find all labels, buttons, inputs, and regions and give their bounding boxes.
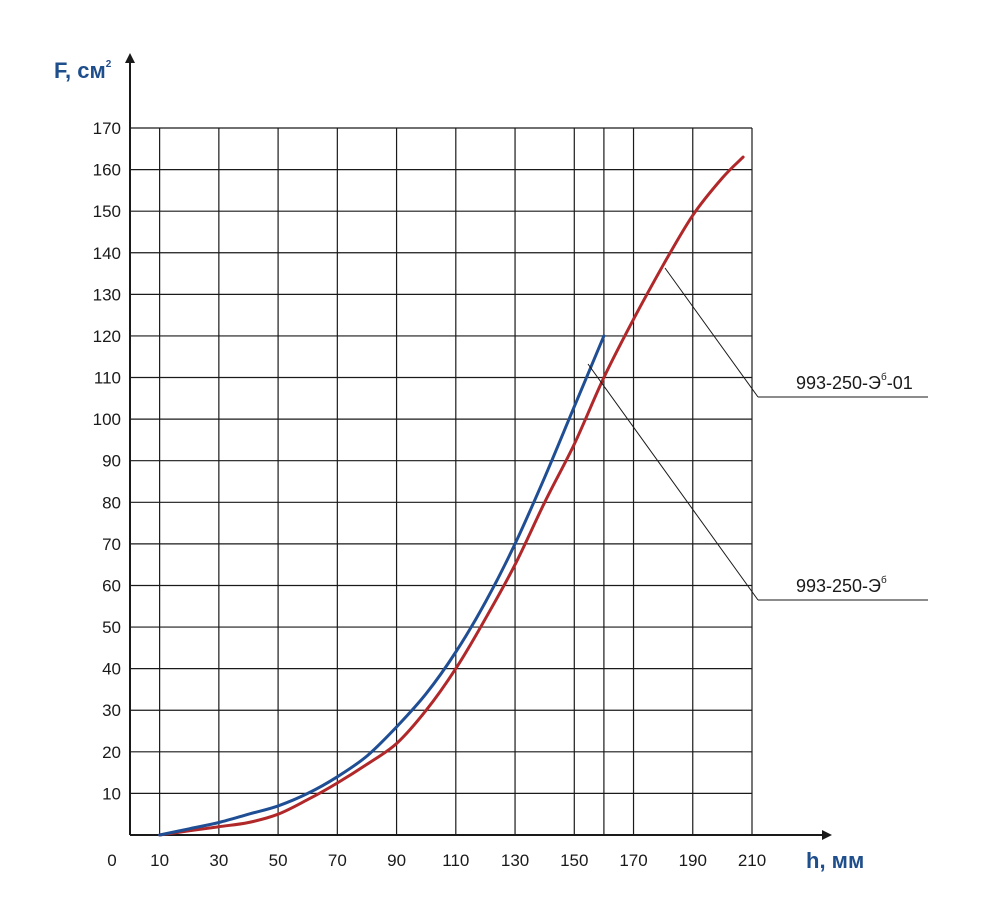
x-tick-label: 170 [619, 851, 647, 870]
axes [125, 53, 832, 840]
y-tick-label: 90 [102, 452, 121, 471]
x-tick-label: 110 [442, 851, 469, 870]
y-tick-label: 60 [102, 576, 121, 595]
y-tick-label: 40 [102, 660, 121, 679]
y-tick-label: 110 [94, 369, 121, 388]
y-tick-label: 120 [93, 327, 121, 346]
x-tick-label: 90 [387, 851, 406, 870]
y-tick-label: 100 [93, 410, 121, 429]
x-tick-label: 150 [560, 851, 588, 870]
x-tick-label: 0 [107, 851, 116, 870]
series-line-red [158, 155, 745, 837]
y-tick-label: 30 [102, 701, 121, 720]
y-tick-label: 150 [93, 202, 121, 221]
y-tick-label: 160 [93, 161, 121, 180]
callout-leader-red [664, 267, 759, 398]
legend-label-blue: 993-250-Эб [796, 574, 887, 596]
x-tick-label: 10 [150, 851, 169, 870]
y-tick-label: 140 [93, 244, 121, 263]
tick-labels: 1020304050607080901001101201301401501601… [93, 119, 767, 870]
callouts: 993-250-Эб-01 993-250-Эб [587, 267, 928, 601]
callout-leader-blue [587, 363, 759, 601]
x-tick-label: 30 [209, 851, 228, 870]
x-tick-label: 70 [328, 851, 347, 870]
series-line-blue [158, 334, 606, 837]
y-tick-label: 80 [102, 493, 121, 512]
legend-label-red: 993-250-Эб-01 [796, 371, 913, 393]
x-axis-title: h, мм [806, 848, 864, 873]
y-tick-label: 130 [93, 285, 121, 304]
grid [130, 127, 753, 835]
y-tick-label: 10 [102, 784, 121, 803]
x-tick-label: 190 [679, 851, 707, 870]
y-tick-label: 20 [102, 743, 121, 762]
y-tick-label: 50 [102, 618, 121, 637]
y-tick-label: 70 [102, 535, 121, 554]
x-tick-label: 50 [269, 851, 288, 870]
series [158, 155, 745, 837]
y-axis-title: F, см2 [54, 58, 112, 83]
x-tick-label: 130 [501, 851, 529, 870]
y-tick-label: 170 [93, 119, 121, 138]
x-tick-label: 210 [738, 851, 766, 870]
